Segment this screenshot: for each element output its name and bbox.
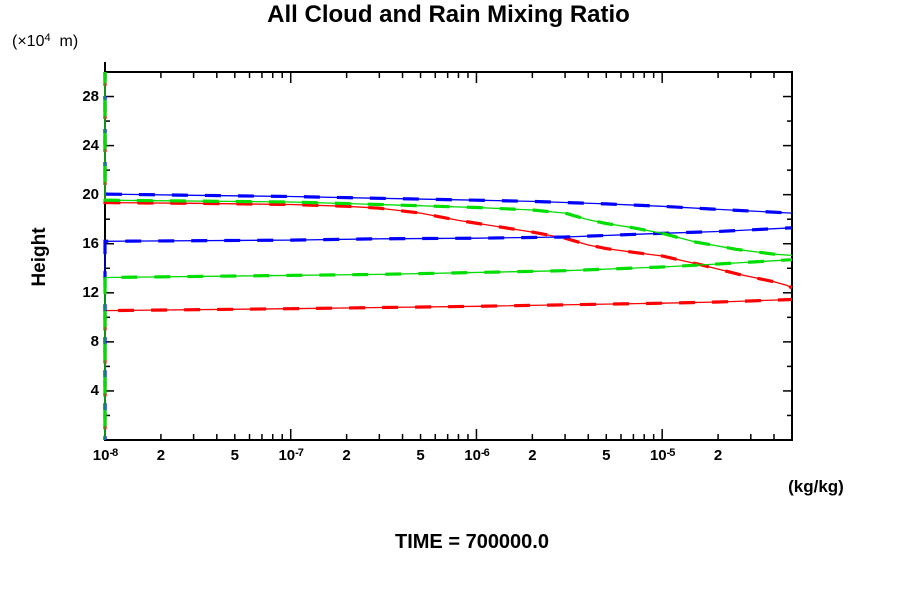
plot-frame: [104, 71, 793, 441]
green-profile-line: [103, 72, 793, 257]
x-axis-unit-label: (kg/kg): [788, 477, 844, 496]
y-tick-label: 16: [82, 234, 99, 252]
y-tick-label: 8: [90, 332, 99, 350]
y-unit-exponent: 4: [44, 32, 51, 44]
y-tick-label: 28: [82, 87, 99, 105]
green-profile-line: [104, 72, 793, 257]
blue-profile-line: [103, 226, 793, 440]
x-tick-label: 10-5: [649, 447, 675, 464]
red-profile-line: [104, 72, 793, 289]
y-tick-label: 12: [82, 283, 99, 301]
y-unit-post: m): [50, 33, 79, 50]
time-annotation: TIME = 700000.0: [395, 531, 549, 553]
x-tick-label: 2: [342, 447, 351, 464]
red-profile-line: [104, 298, 793, 440]
y-tick-label: 20: [82, 185, 99, 203]
red-profile-line: [103, 72, 793, 290]
y-unit-pre: (×10: [12, 33, 45, 50]
x-tick-label: 5: [416, 447, 425, 464]
blue-profile-line: [104, 72, 793, 214]
x-tick-label: 5: [230, 447, 239, 464]
y-axis-unit-label: (×104 m): [12, 32, 78, 51]
chart-title: All Cloud and Rain Mixing Ratio: [267, 1, 630, 28]
y-tick-label: 24: [82, 136, 99, 154]
y-axis-label: Height: [29, 227, 50, 287]
x-tick-label: 5: [602, 447, 611, 464]
x-tick-label: 2: [156, 447, 166, 464]
y-tick-label: 4: [90, 381, 99, 399]
blue-profile-line: [103, 72, 793, 215]
x-tick-label: 2: [528, 447, 537, 464]
x-tick-label: 10-8: [92, 447, 118, 464]
green-profile-line: [104, 259, 793, 440]
x-tick-label: 10-7: [278, 447, 303, 464]
green-profile-line: [103, 258, 793, 440]
x-tick-label: 10-6: [464, 447, 489, 464]
blue-profile-line: [104, 227, 793, 440]
x-tick-label: 2: [713, 447, 723, 464]
red-profile-line: [103, 297, 793, 440]
